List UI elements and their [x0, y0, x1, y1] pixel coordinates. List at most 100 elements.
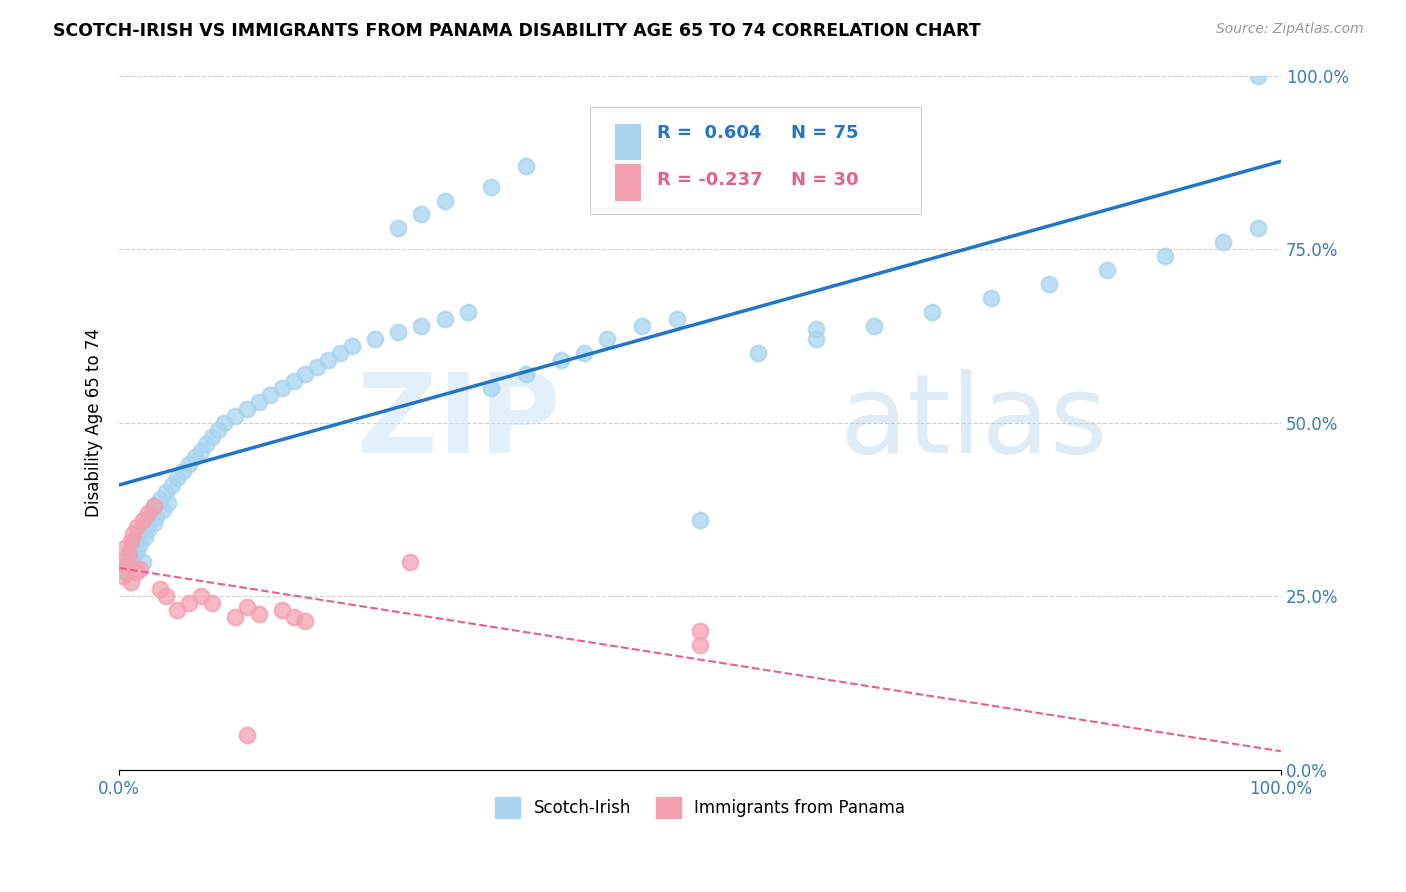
- Point: [122, 527, 145, 541]
- Point: [124, 533, 146, 548]
- Point: [433, 194, 456, 208]
- Y-axis label: Disability Age 65 to 74: Disability Age 65 to 74: [86, 328, 103, 517]
- Legend: Scotch-Irish, Immigrants from Panama: Scotch-Irish, Immigrants from Panama: [488, 790, 912, 824]
- Point: [143, 499, 166, 513]
- Text: N = 30: N = 30: [790, 170, 858, 189]
- Point: [433, 311, 456, 326]
- Point: [131, 520, 153, 534]
- Point: [294, 367, 316, 381]
- Point: [207, 423, 229, 437]
- Point: [236, 599, 259, 614]
- Point: [1095, 263, 1118, 277]
- Point: [283, 610, 305, 624]
- Point: [863, 318, 886, 333]
- Point: [155, 485, 177, 500]
- Point: [271, 603, 294, 617]
- Point: [305, 360, 328, 375]
- Point: [364, 333, 387, 347]
- Point: [190, 443, 212, 458]
- Point: [1038, 277, 1060, 291]
- Point: [631, 318, 654, 333]
- Point: [129, 561, 152, 575]
- Point: [1212, 235, 1234, 250]
- Point: [177, 458, 200, 472]
- Point: [980, 291, 1002, 305]
- FancyBboxPatch shape: [616, 164, 641, 201]
- Point: [398, 555, 420, 569]
- Text: SCOTCH-IRISH VS IMMIGRANTS FROM PANAMA DISABILITY AGE 65 TO 74 CORRELATION CHART: SCOTCH-IRISH VS IMMIGRANTS FROM PANAMA D…: [53, 22, 981, 40]
- Point: [224, 409, 246, 423]
- FancyBboxPatch shape: [589, 107, 921, 214]
- Point: [117, 548, 139, 562]
- Point: [129, 537, 152, 551]
- Point: [166, 603, 188, 617]
- Point: [117, 548, 139, 562]
- Point: [160, 478, 183, 492]
- FancyBboxPatch shape: [616, 124, 641, 161]
- Point: [184, 450, 207, 465]
- Point: [806, 333, 828, 347]
- Point: [236, 728, 259, 742]
- Point: [411, 318, 433, 333]
- Point: [596, 333, 619, 347]
- Point: [145, 509, 167, 524]
- Point: [122, 551, 145, 566]
- Point: [131, 513, 153, 527]
- Point: [177, 596, 200, 610]
- Point: [387, 326, 409, 340]
- Point: [136, 524, 159, 538]
- Point: [1247, 221, 1270, 235]
- Text: atlas: atlas: [839, 369, 1108, 476]
- Point: [689, 513, 711, 527]
- Point: [120, 558, 142, 573]
- Text: R = -0.237: R = -0.237: [657, 170, 763, 189]
- Point: [143, 499, 166, 513]
- Point: [124, 565, 146, 579]
- Point: [479, 179, 502, 194]
- Point: [120, 575, 142, 590]
- Point: [115, 558, 138, 573]
- Point: [152, 502, 174, 516]
- Point: [143, 516, 166, 531]
- Point: [212, 416, 235, 430]
- Point: [479, 381, 502, 395]
- Point: [125, 520, 148, 534]
- Point: [689, 624, 711, 639]
- Point: [665, 311, 688, 326]
- Point: [115, 561, 138, 575]
- Point: [120, 533, 142, 548]
- Point: [515, 159, 537, 173]
- Text: Source: ZipAtlas.com: Source: ZipAtlas.com: [1216, 22, 1364, 37]
- Point: [149, 492, 172, 507]
- Point: [259, 388, 281, 402]
- Point: [201, 430, 224, 444]
- Point: [127, 527, 149, 541]
- Point: [201, 596, 224, 610]
- Point: [114, 565, 136, 579]
- Point: [110, 555, 132, 569]
- Point: [157, 495, 180, 509]
- Point: [141, 506, 163, 520]
- Point: [224, 610, 246, 624]
- Point: [271, 381, 294, 395]
- Point: [136, 513, 159, 527]
- Point: [114, 541, 136, 555]
- Point: [457, 304, 479, 318]
- Point: [136, 506, 159, 520]
- Point: [172, 464, 194, 478]
- Point: [111, 568, 134, 582]
- Point: [550, 353, 572, 368]
- Point: [247, 395, 270, 409]
- Point: [318, 353, 340, 368]
- Point: [1153, 249, 1175, 263]
- Point: [689, 638, 711, 652]
- Point: [236, 401, 259, 416]
- Point: [747, 346, 769, 360]
- Point: [806, 322, 828, 336]
- Point: [190, 590, 212, 604]
- Text: R =  0.604: R = 0.604: [657, 124, 762, 142]
- Point: [283, 374, 305, 388]
- Point: [247, 607, 270, 621]
- Point: [149, 582, 172, 597]
- Point: [166, 471, 188, 485]
